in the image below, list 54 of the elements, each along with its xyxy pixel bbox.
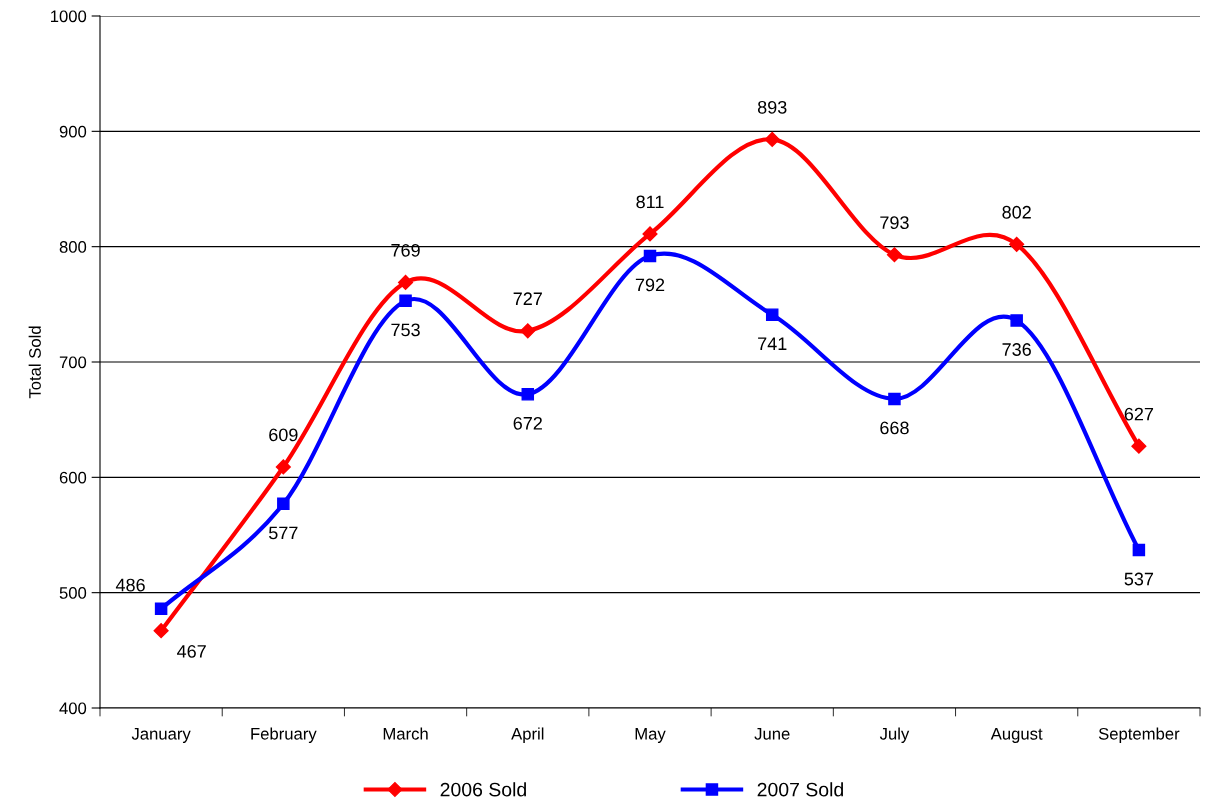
point xyxy=(888,392,901,406)
legend-label: 2007 Sold xyxy=(757,782,843,797)
y-tick-label: 800 xyxy=(59,241,87,253)
point xyxy=(521,388,535,401)
x-tick-label: February xyxy=(251,727,317,743)
y-tick-label: 1000 xyxy=(51,10,87,23)
data-label: 609 xyxy=(269,428,298,442)
y-axis-title: Total Sold xyxy=(28,326,41,399)
x-tick-label: July xyxy=(879,727,910,743)
point xyxy=(1131,438,1147,454)
y-tick-label: 500 xyxy=(59,587,87,599)
y-tick-label: 900 xyxy=(59,125,87,138)
data-label: 486 xyxy=(115,578,145,592)
data-label: 467 xyxy=(177,645,206,658)
x-tick-label: June xyxy=(754,728,790,740)
data-label: 672 xyxy=(513,416,542,430)
point xyxy=(397,274,414,290)
point xyxy=(1132,543,1146,557)
point xyxy=(520,323,536,339)
data-label: 792 xyxy=(635,278,665,292)
x-tick-label: August xyxy=(990,728,1043,743)
data-label: 741 xyxy=(758,337,787,350)
data-label: 727 xyxy=(513,292,542,305)
point xyxy=(764,131,780,147)
y-tick-label: 700 xyxy=(59,356,87,369)
x-tick-label: September xyxy=(1098,727,1180,743)
x-tick-label: April xyxy=(511,727,544,743)
point xyxy=(643,249,657,263)
data-label: 753 xyxy=(391,323,420,337)
data-label: 627 xyxy=(1124,407,1154,421)
point xyxy=(153,623,169,639)
data-label: 793 xyxy=(880,216,909,230)
point xyxy=(886,247,903,263)
point xyxy=(277,497,290,511)
y-tick-label: 400 xyxy=(59,702,87,715)
x-tick-label: January xyxy=(131,728,191,743)
data-label: 537 xyxy=(1124,572,1154,586)
x-tick-label: May xyxy=(635,728,666,743)
y-tick-label: 600 xyxy=(59,471,87,484)
point xyxy=(642,226,658,242)
point xyxy=(1010,314,1023,327)
x-tick-label: March xyxy=(383,727,428,740)
data-label: 736 xyxy=(1002,343,1031,356)
legend-label: 2006 Sold xyxy=(440,782,526,797)
data-label: 577 xyxy=(268,526,298,540)
data-label: 811 xyxy=(636,195,664,209)
point xyxy=(1009,236,1025,252)
point xyxy=(765,308,779,321)
point xyxy=(154,602,168,616)
data-label: 802 xyxy=(1002,205,1031,219)
point xyxy=(275,459,291,475)
data-label: 668 xyxy=(880,421,909,435)
point xyxy=(399,294,412,308)
data-label: 893 xyxy=(757,100,787,114)
